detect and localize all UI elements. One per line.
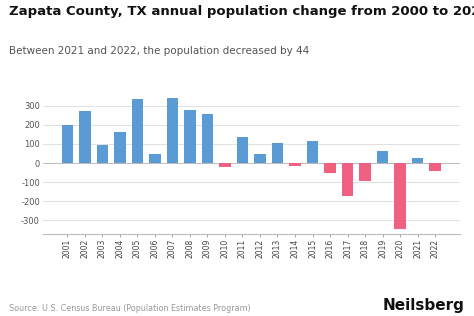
Bar [429, 163, 441, 172]
Bar [394, 163, 406, 229]
Bar [289, 163, 301, 166]
Bar [342, 163, 353, 196]
Text: Source: U.S. Census Bureau (Population Estimates Program): Source: U.S. Census Bureau (Population E… [9, 304, 251, 313]
Bar [237, 137, 248, 163]
Bar [324, 163, 336, 173]
Bar [254, 154, 265, 163]
Bar [272, 143, 283, 163]
Bar [307, 141, 318, 163]
Text: Zapata County, TX annual population change from 2000 to 2022: Zapata County, TX annual population chan… [9, 5, 474, 18]
Bar [184, 111, 196, 163]
Bar [114, 132, 126, 163]
Bar [202, 114, 213, 163]
Text: Neilsberg: Neilsberg [383, 298, 465, 313]
Text: Between 2021 and 2022, the population decreased by 44: Between 2021 and 2022, the population de… [9, 46, 310, 56]
Bar [219, 163, 231, 167]
Bar [377, 151, 388, 163]
Bar [132, 99, 143, 163]
Bar [149, 154, 161, 163]
Bar [412, 158, 423, 163]
Bar [79, 112, 91, 163]
Bar [62, 125, 73, 163]
Bar [167, 98, 178, 163]
Bar [97, 145, 108, 163]
Bar [359, 163, 371, 181]
